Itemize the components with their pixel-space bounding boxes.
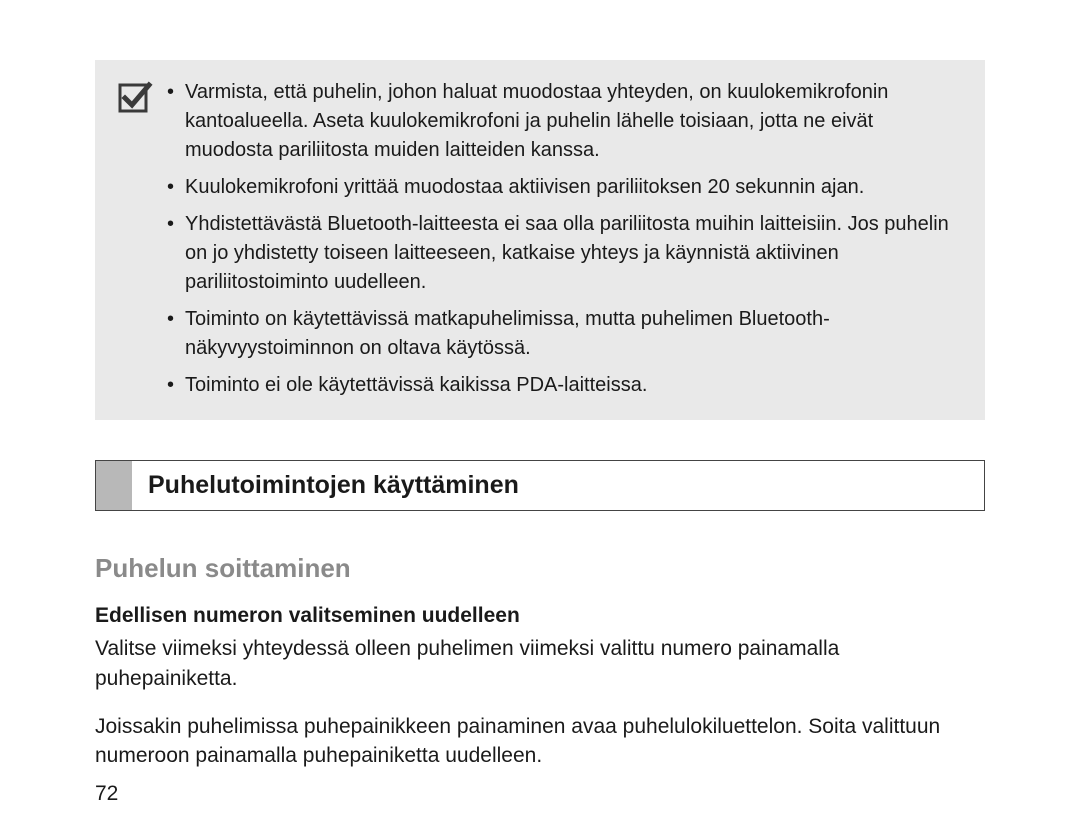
sub-subheading: Edellisen numeron valitseminen uudelleen: [95, 604, 985, 628]
note-item: Kuulokemikrofoni yrittää muodostaa aktii…: [163, 173, 965, 202]
note-item: Toiminto ei ole käytettävissä kaikissa P…: [163, 371, 965, 400]
note-item: Toiminto on käytettävissä matkapuhelimis…: [163, 305, 965, 363]
section-title: Puhelutoimintojen käyttäminen: [132, 461, 984, 510]
page-number: 72: [95, 782, 118, 806]
body-paragraph: Joissakin puhelimissa puhepainikkeen pai…: [95, 712, 985, 772]
section-heading-bar: Puhelutoimintojen käyttäminen: [95, 460, 985, 511]
note-list: Varmista, että puhelin, johon haluat muo…: [163, 78, 965, 400]
manual-page: Varmista, että puhelin, johon haluat muo…: [0, 0, 1080, 811]
note-box: Varmista, että puhelin, johon haluat muo…: [95, 60, 985, 420]
checkbox-note-icon: [117, 80, 163, 116]
note-item: Yhdistettävästä Bluetooth-laitteesta ei …: [163, 210, 965, 297]
note-item: Varmista, että puhelin, johon haluat muo…: [163, 78, 965, 165]
body-paragraph: Valitse viimeksi yhteydessä olleen puhel…: [95, 634, 985, 694]
subheading: Puhelun soittaminen: [95, 553, 985, 584]
section-tab: [96, 461, 132, 510]
